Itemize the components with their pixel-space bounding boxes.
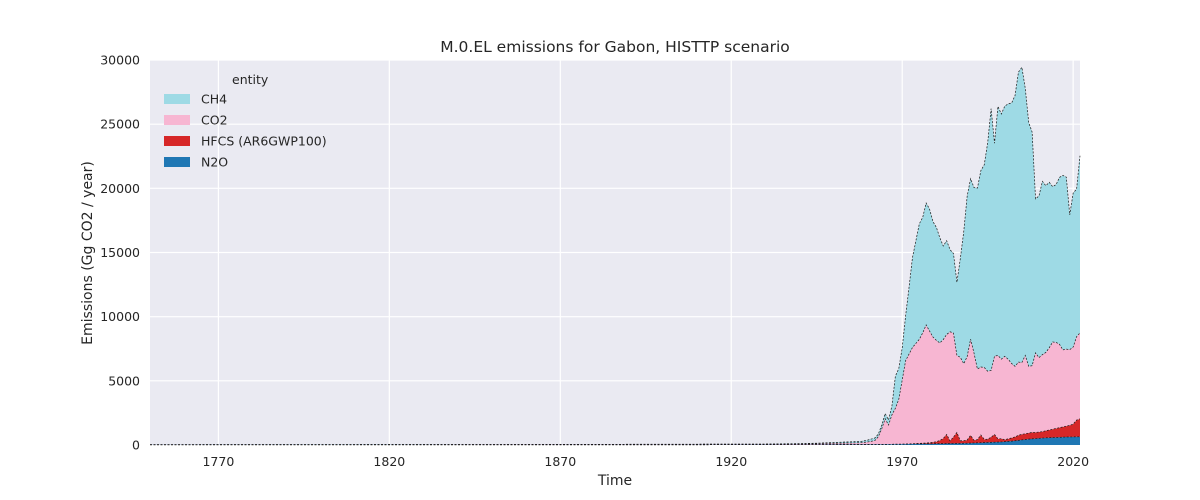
legend-label: HFCS (AR6GWP100) <box>201 134 327 149</box>
legend-label: CH4 <box>201 92 227 107</box>
series-top-line <box>150 436 1080 446</box>
x-tick-label: 1920 <box>715 454 747 469</box>
legend-swatch <box>164 157 190 167</box>
x-tick-label: 1970 <box>886 454 918 469</box>
legend-label: CO2 <box>201 113 228 128</box>
legend-swatch <box>164 94 190 104</box>
chart-title: M.0.EL emissions for Gabon, HISTTP scena… <box>440 38 790 56</box>
y-tick-label: 15000 <box>100 245 140 260</box>
area-co2 <box>150 324 1080 445</box>
legend-swatch <box>164 115 190 125</box>
y-tick-label: 5000 <box>108 373 140 388</box>
legend-label: N2O <box>201 155 228 170</box>
y-tick-label: 20000 <box>100 181 140 196</box>
y-tick-label: 25000 <box>100 117 140 132</box>
x-tick-labels: 1770 1820 1870 1920 1970 2020 <box>202 454 1089 469</box>
series-top-line <box>149 324 1081 446</box>
series-outlines <box>149 66 1081 446</box>
y-tick-label: 30000 <box>100 53 140 68</box>
x-tick-label: 1770 <box>202 454 234 469</box>
area-n2o <box>150 436 1080 445</box>
series-top-line <box>149 66 1081 445</box>
y-tick-labels: 0 5000 10000 15000 20000 25000 30000 <box>100 53 140 453</box>
legend-swatch <box>164 136 190 146</box>
x-tick-label: 1870 <box>544 454 576 469</box>
y-axis-label: Emissions (Gg CO2 / year) <box>80 161 96 345</box>
x-tick-label: 2020 <box>1057 454 1089 469</box>
y-tick-label: 0 <box>132 438 140 453</box>
y-tick-label: 10000 <box>100 309 140 324</box>
x-axis-label: Time <box>597 473 632 489</box>
legend: entity CH4 CO2 HFCS (AR6GWP100) N2O <box>164 72 327 170</box>
x-tick-label: 1820 <box>373 454 405 469</box>
legend-title: entity <box>232 72 269 87</box>
